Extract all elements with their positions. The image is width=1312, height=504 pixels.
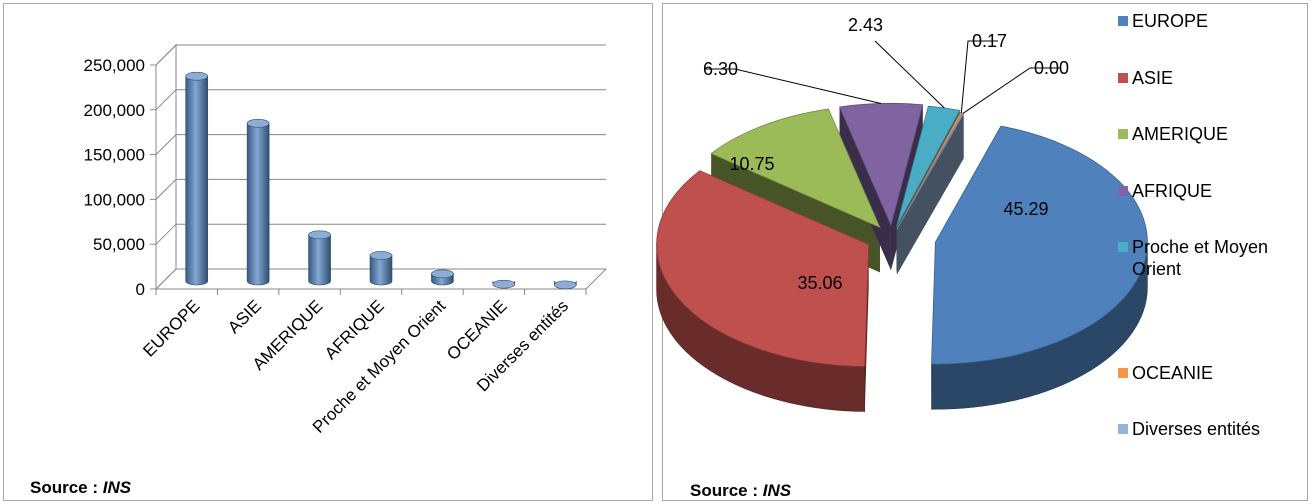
y-tick-label: 200,000 [84, 101, 145, 120]
gridline [155, 89, 606, 111]
legend-label: OCEANIE [1132, 363, 1214, 383]
source-value: INS [102, 478, 132, 497]
pie-data-label: 2.43 [848, 15, 883, 35]
bar [246, 118, 270, 286]
pie-data-label: 6.30 [703, 59, 738, 79]
pie-data-label: 0.17 [972, 31, 1007, 51]
bar-chart-source: Source : INS [30, 478, 131, 498]
y-tick-label: 250,000 [84, 56, 145, 75]
pie-data-label: 10.75 [729, 154, 774, 174]
floor [154, 268, 608, 290]
pie-chart-source: Source : INS [690, 481, 791, 501]
legend-label: Proche et Moyen Orient [1132, 237, 1269, 279]
pie-data-label: 0.00 [1034, 58, 1069, 78]
legend-swatch [1118, 72, 1128, 83]
bar [492, 279, 516, 289]
pie-slice [656, 170, 870, 367]
gridline [155, 178, 606, 200]
gridline [155, 134, 606, 155]
legend-label: AFRIQUE [1132, 180, 1213, 201]
gridline [155, 223, 606, 245]
source-label: Source : [690, 481, 759, 500]
legend-swatch [1118, 129, 1128, 139]
bar-chart: 050,000100,000150,000200,000250,000EUROP… [84, 43, 608, 437]
y-tick-label: 150,000 [84, 146, 145, 165]
legend-swatch [1118, 424, 1128, 434]
legend-label: AMERIQUE [1132, 124, 1229, 144]
legend-swatch [1118, 368, 1128, 378]
bar [308, 230, 331, 286]
pie-data-label: 35.06 [797, 273, 842, 293]
y-tick-label: 50,000 [93, 235, 145, 254]
legend-label: Diverses entités [1132, 419, 1261, 439]
bar [431, 269, 454, 286]
pie-leader-line [960, 40, 998, 114]
legend-label: EUROPE [1132, 11, 1209, 31]
source-value: INS [762, 481, 792, 500]
pie-leader-line [962, 67, 1060, 114]
pie-slice [838, 102, 924, 227]
bar [185, 71, 209, 286]
bar [553, 280, 577, 290]
legend-swatch [1118, 185, 1128, 196]
pie-slice [931, 125, 1148, 365]
legend-swatch [1118, 16, 1128, 26]
y-tick-label: 100,000 [84, 190, 145, 209]
pie-slice [896, 105, 961, 227]
pie-leader-line [705, 68, 882, 104]
legend-label: ASIE [1132, 67, 1174, 88]
pie-slice [710, 108, 881, 229]
gridline [155, 44, 606, 66]
y-tick-label: 0 [136, 280, 145, 299]
legend-swatch [1118, 242, 1128, 252]
bar [369, 251, 393, 286]
pie-leader-line [874, 40, 945, 109]
pie-data-label: 45.29 [1003, 199, 1048, 219]
source-label: Source : [30, 478, 99, 497]
